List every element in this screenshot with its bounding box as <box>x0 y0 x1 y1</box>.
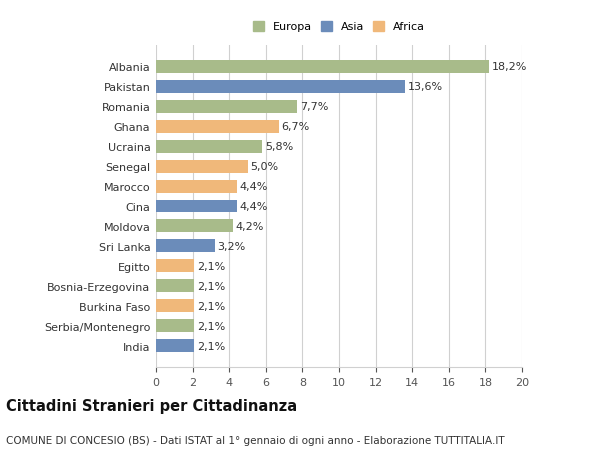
Text: COMUNE DI CONCESIO (BS) - Dati ISTAT al 1° gennaio di ogni anno - Elaborazione T: COMUNE DI CONCESIO (BS) - Dati ISTAT al … <box>6 435 505 445</box>
Bar <box>156 300 194 313</box>
Text: 4,4%: 4,4% <box>239 182 268 191</box>
Bar <box>156 260 194 273</box>
Text: 2,1%: 2,1% <box>197 281 226 291</box>
Bar <box>156 80 405 93</box>
Text: 18,2%: 18,2% <box>492 62 527 72</box>
Text: 4,2%: 4,2% <box>236 222 264 231</box>
Bar <box>156 101 297 113</box>
Text: 6,7%: 6,7% <box>281 122 310 132</box>
Bar <box>156 340 194 353</box>
Text: 2,1%: 2,1% <box>197 261 226 271</box>
Bar <box>156 220 233 233</box>
Bar <box>156 280 194 293</box>
Text: 3,2%: 3,2% <box>217 241 245 252</box>
Text: 2,1%: 2,1% <box>197 341 226 351</box>
Bar <box>156 61 489 73</box>
Bar <box>156 240 215 253</box>
Text: Cittadini Stranieri per Cittadinanza: Cittadini Stranieri per Cittadinanza <box>6 398 297 413</box>
Text: 5,0%: 5,0% <box>250 162 278 172</box>
Text: 5,8%: 5,8% <box>265 142 293 152</box>
Text: 2,1%: 2,1% <box>197 301 226 311</box>
Bar <box>156 180 236 193</box>
Text: 4,4%: 4,4% <box>239 202 268 212</box>
Bar <box>156 320 194 333</box>
Bar <box>156 160 248 173</box>
Legend: Europa, Asia, Africa: Europa, Asia, Africa <box>251 19 427 34</box>
Bar <box>156 140 262 153</box>
Bar <box>156 120 278 133</box>
Text: 13,6%: 13,6% <box>407 82 443 92</box>
Bar <box>156 200 236 213</box>
Text: 2,1%: 2,1% <box>197 321 226 331</box>
Text: 7,7%: 7,7% <box>299 102 328 112</box>
